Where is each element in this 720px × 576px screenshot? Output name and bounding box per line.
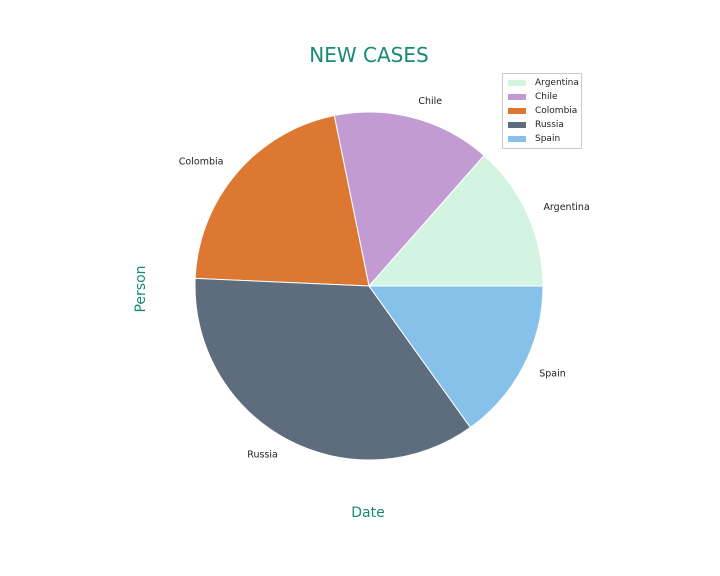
- pie-slice-colombia: [194, 114, 370, 287]
- y-axis-label: Person: [133, 265, 149, 313]
- legend-item-russia: Russia: [503, 118, 581, 132]
- slice-label-colombia: Colombia: [179, 157, 224, 168]
- legend-swatch: [508, 94, 526, 100]
- legend-swatch: [508, 80, 526, 86]
- legend-label: Colombia: [535, 106, 578, 116]
- pie-slice-russia: [194, 277, 472, 461]
- slice-label-chile: Chile: [418, 96, 442, 107]
- slice-label-spain: Spain: [539, 368, 566, 379]
- legend-item-chile: Chile: [503, 90, 581, 104]
- legend-swatch: [508, 122, 526, 128]
- legend-item-argentina: Argentina: [503, 76, 581, 90]
- slice-label-russia: Russia: [247, 449, 278, 460]
- pie-slice-spain: [368, 285, 544, 429]
- legend-label: Chile: [535, 92, 558, 102]
- legend-swatch: [508, 136, 526, 142]
- legend: Argentina Chile Colombia Russia Spain: [502, 73, 582, 149]
- legend-item-colombia: Colombia: [503, 104, 581, 118]
- x-axis-label: Date: [351, 505, 385, 521]
- legend-label: Russia: [535, 120, 564, 130]
- legend-label: Spain: [535, 134, 561, 144]
- legend-label: Argentina: [535, 78, 579, 88]
- legend-item-spain: Spain: [503, 132, 581, 146]
- legend-swatch: [508, 108, 526, 114]
- chart-title: NEW CASES: [309, 43, 429, 67]
- pie-slice-chile: [333, 111, 485, 288]
- pie-slice-argentina: [367, 154, 544, 287]
- slice-label-argentina: Argentina: [543, 202, 589, 213]
